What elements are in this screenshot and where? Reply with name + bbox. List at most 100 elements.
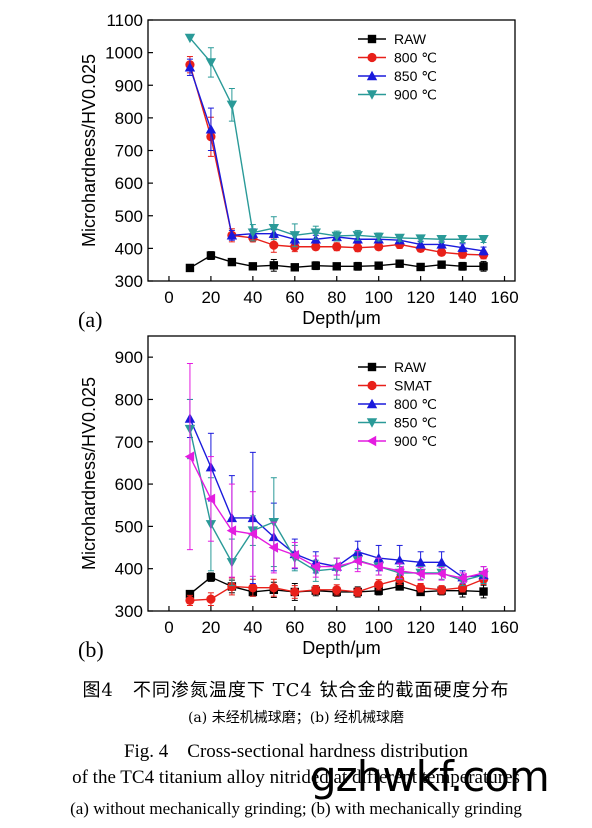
data-point — [415, 557, 426, 567]
data-point — [331, 561, 341, 572]
series-4 — [184, 363, 488, 584]
y-tick-label: 300 — [115, 272, 143, 291]
data-point — [311, 585, 321, 595]
chart-panel-a: 0 20 40 60 80 100 120 140 160 300 400 500 600 700 800 9… — [78, 11, 519, 332]
data-point — [374, 242, 384, 252]
data-point — [478, 245, 489, 256]
x-tick-label: 20 — [201, 618, 220, 637]
data-point — [247, 228, 259, 238]
data-point — [374, 586, 383, 595]
data-point — [311, 242, 321, 252]
data-point — [415, 234, 426, 244]
x-tick-label: 100 — [364, 618, 392, 637]
legend-marker — [366, 418, 378, 428]
data-point — [394, 555, 405, 565]
x-tick-label: 60 — [285, 618, 304, 637]
data-point — [206, 251, 216, 260]
data-point — [478, 235, 489, 245]
panel-label: (a) — [78, 307, 102, 332]
data-point — [415, 239, 426, 249]
data-point — [416, 262, 425, 272]
caption-english-subtitle: (a) without mechanically grinding; (b) w… — [70, 799, 522, 818]
legend-marker — [366, 435, 377, 447]
data-point — [436, 235, 447, 245]
data-point — [458, 262, 467, 271]
data-point — [457, 242, 468, 252]
data-point — [248, 583, 258, 593]
data-point — [331, 231, 342, 242]
x-axis-title: Depth/μm — [302, 638, 380, 658]
data-point — [184, 62, 196, 72]
x-tick-label: 0 — [164, 618, 173, 637]
data-point — [227, 257, 237, 267]
data-point — [395, 582, 404, 591]
data-point — [268, 223, 280, 234]
y-tick-label: 900 — [115, 76, 143, 95]
plot-frame — [147, 335, 516, 612]
legend-marker — [367, 362, 377, 372]
y-tick-label: 400 — [115, 560, 143, 579]
data-point — [457, 235, 468, 245]
data-point — [227, 581, 237, 592]
data-point — [226, 230, 238, 240]
data-point — [289, 231, 300, 241]
series-2 — [184, 398, 489, 584]
y-axis-title: Microhardness/HV0.025 — [79, 377, 99, 570]
series-line — [189, 37, 484, 240]
data-point — [353, 243, 363, 253]
caption-chinese-subtitle: (a) 未经机械球磨；(b) 经机械球磨 — [187, 710, 405, 726]
watermark: gzhwkf.com — [310, 752, 550, 801]
x-tick-label: 160 — [490, 288, 518, 307]
data-point — [205, 58, 217, 68]
caption-english-line2: of the TC4 titanium alloy nitrided at di… — [72, 767, 520, 788]
data-point — [290, 263, 299, 272]
series-0 — [185, 251, 488, 273]
data-point — [226, 100, 238, 111]
x-tick-label: 80 — [327, 618, 346, 637]
data-point — [395, 259, 404, 268]
data-point — [269, 240, 279, 250]
data-point — [373, 561, 383, 572]
data-point — [416, 583, 426, 593]
data-point — [479, 587, 488, 596]
data-point — [269, 261, 279, 270]
data-point — [436, 568, 446, 579]
legend-marker — [367, 52, 377, 63]
data-point — [205, 493, 216, 505]
data-point — [248, 262, 258, 271]
data-point — [332, 242, 342, 252]
series-line — [189, 67, 484, 252]
data-point — [310, 561, 320, 572]
legend: RAW 800 ℃ 850 ℃ 900 ℃ — [358, 31, 437, 103]
data-point — [478, 567, 488, 579]
y-tick-label: 400 — [115, 239, 143, 258]
data-point — [289, 549, 299, 561]
y-tick-label: 500 — [115, 517, 143, 536]
caption-chinese-title: 图4 不同渗氮温度下 TC4 钛合金的截面硬度分布 — [82, 680, 510, 701]
data-point — [457, 572, 467, 584]
data-point — [352, 231, 363, 241]
y-tick-label: 300 — [115, 602, 143, 621]
legend: RAW SMAT 800 ℃ 850 ℃ 900 ℃ — [358, 359, 437, 449]
legend-label: 850 ℃ — [394, 68, 437, 84]
data-point — [184, 33, 196, 44]
caption-english-title: Fig. 4 Cross-sectional hardness distribu… — [123, 741, 469, 762]
data-point — [374, 580, 384, 590]
data-point — [311, 261, 320, 270]
data-point — [185, 589, 195, 599]
legend-marker — [366, 70, 378, 81]
legend-marker — [366, 90, 378, 100]
legend-label: 900 ℃ — [394, 433, 437, 449]
legend-label: 900 ℃ — [394, 87, 437, 103]
data-point — [205, 124, 217, 134]
x-tick-label: 120 — [406, 618, 434, 637]
x-tick-label: 140 — [448, 618, 476, 637]
legend-label: SMAT — [394, 378, 432, 394]
y-tick-label: 800 — [115, 390, 143, 409]
x-tick-label: 20 — [201, 288, 220, 307]
data-point — [206, 594, 216, 604]
y-tick-label: 700 — [115, 433, 143, 452]
legend-label: RAW — [394, 359, 427, 375]
series-line — [189, 64, 484, 256]
data-point — [436, 557, 447, 567]
